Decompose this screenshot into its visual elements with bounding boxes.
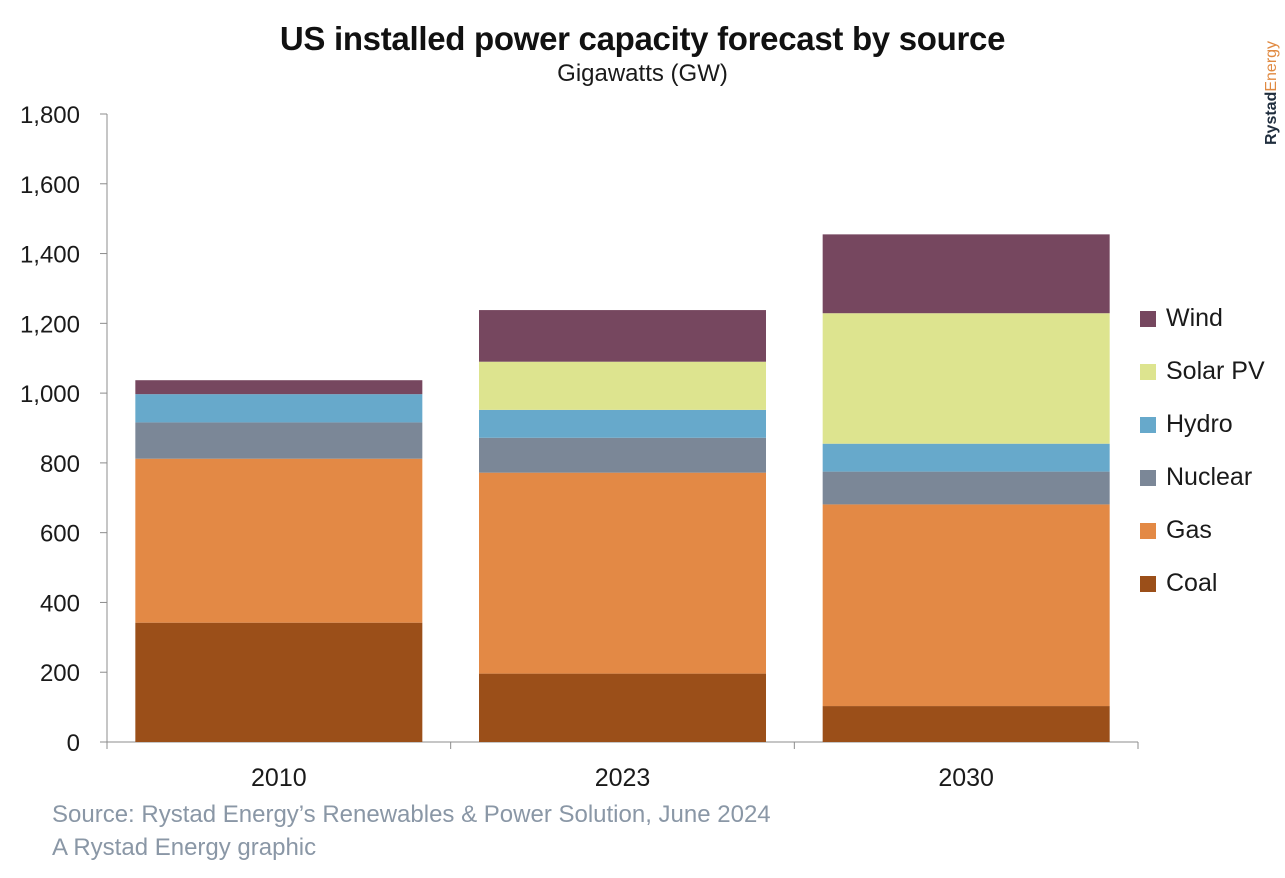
bar-segment-wind-2030: [822, 234, 1110, 314]
x-tick-label: 2023: [595, 764, 651, 792]
bar-segment-solar-pv-2030: [822, 313, 1110, 444]
bar-segment-coal-2010: [135, 622, 423, 742]
legend-label: Solar PV: [1166, 357, 1265, 385]
bar-segment-wind-2023: [479, 310, 766, 362]
y-axis: 0 200 400 600 800 1,000 1,200 1,400 1,600 1,800: [20, 102, 108, 757]
bar-segment-hydro-2010: [135, 394, 423, 423]
legend-item-nuclear: Nuclear: [1140, 451, 1285, 504]
bar-segment-solar-pv-2023: [479, 361, 766, 410]
x-tick-label: 2010: [251, 764, 307, 792]
bar-segment-hydro-2030: [822, 443, 1110, 472]
legend-swatch-hydro: [1140, 416, 1156, 433]
x-axis: 2010 2023 2030: [106, 741, 1139, 792]
bars: [135, 234, 1110, 742]
legend-item-solar-pv: Solar PV: [1140, 345, 1285, 398]
y-tick-label: 600: [40, 521, 80, 548]
legend: Wind Solar PV Hydro Nuclear Gas Coal: [1140, 292, 1285, 610]
bar-segment-gas-2010: [135, 458, 423, 623]
bar-segment-wind-2010: [135, 380, 423, 395]
legend-label: Coal: [1166, 569, 1218, 597]
bar-segment-nuclear-2023: [479, 437, 766, 473]
bar-segment-coal-2030: [822, 706, 1110, 742]
bar-segment-nuclear-2010: [135, 422, 423, 459]
y-tick-label: 1,600: [20, 172, 80, 199]
legend-label: Wind: [1166, 304, 1223, 332]
chart-title: US installed power capacity forecast by …: [279, 20, 1006, 57]
y-tick-label: 1,200: [20, 311, 80, 338]
legend-label: Nuclear: [1166, 463, 1253, 491]
legend-swatch-wind: [1140, 310, 1156, 327]
legend-item-gas: Gas: [1140, 504, 1285, 557]
y-tick-label: 400: [40, 590, 80, 617]
legend-item-hydro: Hydro: [1140, 398, 1285, 451]
y-tick-label: 1,800: [20, 102, 80, 129]
stacked-bar-chart: 0 200 400 600 800 1,000 1,200 1,400 1,600 1,800 2…: [20, 102, 1139, 792]
y-tick-label: 200: [40, 660, 80, 687]
y-tick-label: 1,000: [20, 381, 80, 408]
legend-swatch-solar-pv: [1140, 363, 1156, 380]
legend-item-wind: Wind: [1140, 292, 1285, 345]
legend-swatch-coal: [1140, 575, 1156, 592]
bar-segment-gas-2023: [479, 472, 766, 674]
legend-item-coal: Coal: [1140, 557, 1285, 610]
legend-label: Gas: [1166, 516, 1212, 544]
legend-swatch-nuclear: [1140, 469, 1156, 486]
y-tick-label: 0: [67, 730, 80, 757]
bar-segment-hydro-2023: [479, 409, 766, 438]
y-tick-label: 800: [40, 451, 80, 478]
x-tick-label: 2030: [938, 764, 994, 792]
bar-segment-coal-2023: [479, 673, 766, 742]
bar-segment-nuclear-2030: [822, 471, 1110, 505]
y-tick-label: 1,400: [20, 242, 80, 269]
source-note: Source: Rystad Energy’s Renewables & Pow…: [52, 801, 771, 828]
legend-swatch-gas: [1140, 522, 1156, 539]
bar-segment-gas-2030: [822, 504, 1110, 707]
credit-note: A Rystad Energy graphic: [52, 834, 317, 861]
legend-label: Hydro: [1166, 410, 1233, 438]
chart-subtitle: Gigawatts (GW): [557, 60, 728, 87]
